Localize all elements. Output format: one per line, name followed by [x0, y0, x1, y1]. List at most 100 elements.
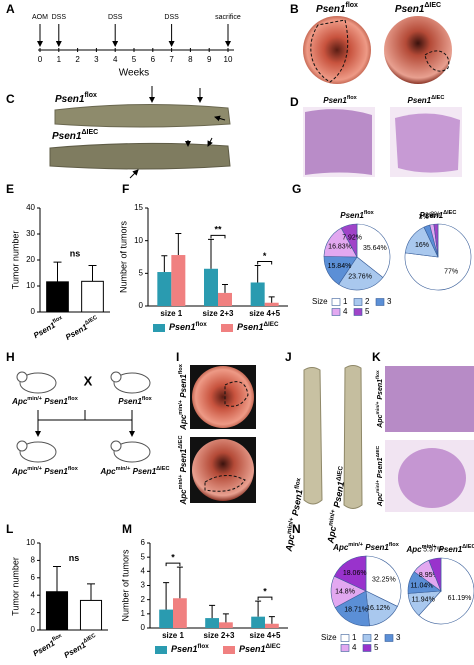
- superscript: flox: [198, 643, 210, 650]
- x-tick-label: size 1: [160, 309, 182, 318]
- significance-bracket: [165, 562, 181, 567]
- panel-label: H: [6, 350, 15, 364]
- superscript: flox: [84, 92, 97, 99]
- text-part: Apc: [332, 543, 349, 552]
- panel-title: Psen1ΔIEC: [408, 95, 445, 105]
- slice-label: 18.71%: [344, 606, 368, 613]
- superscript: ΔIEC: [264, 321, 279, 328]
- significance-label: *: [263, 251, 267, 261]
- text-part: Apc: [99, 467, 116, 476]
- y-axis-label: Tumor number: [10, 557, 20, 616]
- superscript: ΔIEC: [424, 2, 441, 9]
- error-bar: [222, 283, 228, 293]
- y-tick-label: 15: [134, 203, 143, 212]
- superscript: flox: [142, 396, 153, 402]
- superscript: min/+: [375, 401, 381, 414]
- y-tick-label: 1: [141, 609, 146, 618]
- text-part: Psen1: [239, 644, 266, 654]
- panel-label: L: [6, 522, 13, 536]
- slice-label: 8.95%: [419, 572, 439, 579]
- pie-slice: [338, 256, 384, 291]
- x-tick-label: Psen1ΔIEC: [62, 633, 99, 660]
- y-tick-label: 2: [31, 608, 36, 617]
- error-bar: [53, 565, 61, 592]
- superscript: flox: [196, 321, 208, 328]
- event-label: AOM: [32, 14, 48, 21]
- error-bar: [222, 613, 229, 623]
- superscript: ΔIEC: [84, 315, 99, 327]
- legend-label: 4: [343, 307, 348, 316]
- legend-label: 2: [374, 633, 379, 642]
- superscript: min/+: [116, 466, 131, 472]
- legend-swatch: [362, 644, 372, 652]
- legend-label: 1: [352, 633, 357, 642]
- legend-label: Psen1flox: [171, 643, 209, 654]
- panel-label: C: [6, 92, 15, 106]
- text-part: Psen1: [42, 397, 68, 406]
- text-part: Apc: [179, 414, 188, 431]
- cross-symbol: X: [84, 373, 93, 388]
- event-label: DSS: [108, 14, 123, 21]
- bar: [81, 280, 104, 313]
- slice-label: 32.25%: [372, 577, 396, 584]
- legend-title: Size: [312, 297, 328, 306]
- x-tick-label: size 2+3: [203, 309, 234, 318]
- panel-label: E: [6, 182, 14, 196]
- x-tick-label: 1: [57, 55, 62, 64]
- bar: [250, 282, 265, 306]
- y-tick-label: 10: [134, 236, 143, 245]
- text-part: Psen1: [118, 397, 142, 406]
- panel-title: Psen1flox: [55, 92, 97, 104]
- legend-swatch: [362, 634, 372, 642]
- legend-title: Size: [321, 633, 337, 642]
- text-part: Apc: [11, 467, 28, 476]
- superscript: flox: [375, 370, 381, 379]
- text-part: Apc: [179, 489, 188, 506]
- bar: [157, 272, 172, 306]
- pie-slice: [340, 223, 358, 258]
- pie-slice: [334, 590, 370, 627]
- bar: [205, 618, 219, 628]
- bar: [171, 255, 186, 306]
- significance-bracket: [257, 260, 273, 265]
- error-bar: [176, 566, 183, 599]
- slice-label: 2%: [425, 212, 435, 219]
- legend-swatch: [340, 634, 350, 642]
- text-part: Apc: [11, 397, 28, 406]
- text-part: Apc: [405, 545, 422, 554]
- text-part: Psen1: [363, 543, 389, 552]
- error-bar: [161, 255, 168, 273]
- x-tick-label: 0: [38, 55, 43, 64]
- text-part: Psen1: [52, 131, 82, 142]
- slice-label: 11.04%: [410, 582, 433, 589]
- y-axis-label: Number of tumors: [118, 220, 128, 293]
- x-tick-label: 3: [94, 55, 99, 64]
- text-part: Psen1: [55, 94, 85, 105]
- x-tick-label: 10: [224, 55, 233, 64]
- y-axis-label: Number of tumors: [120, 549, 130, 622]
- panel-label: G: [292, 182, 301, 196]
- text-part: Psen1: [420, 211, 444, 220]
- slice-label: 16.83%: [328, 244, 352, 251]
- x-tick-label: 6: [151, 55, 156, 64]
- superscript: flox: [68, 396, 79, 402]
- pie-slice: [365, 555, 402, 607]
- y-tick-label: 4: [31, 590, 36, 599]
- panel-title: Psen1flox: [316, 2, 358, 14]
- x-tick-label: size 4+5: [249, 309, 280, 318]
- legend-label: 5: [365, 307, 370, 316]
- legend-label: 4: [352, 643, 357, 652]
- panel-label: B: [290, 2, 299, 16]
- bar: [265, 623, 279, 628]
- superscript: min/+: [286, 517, 296, 535]
- colon-images: [303, 365, 363, 509]
- legend-swatch: [331, 308, 341, 316]
- legend-label: 2: [365, 297, 370, 306]
- superscript: ΔIEC: [178, 435, 184, 448]
- text-part: Psen1: [377, 379, 384, 402]
- text-part: Psen1: [332, 481, 347, 511]
- bar: [264, 302, 279, 306]
- superscript: ΔIEC: [443, 210, 456, 216]
- legend-swatch: [153, 324, 165, 332]
- text-part: Psen1: [408, 96, 432, 105]
